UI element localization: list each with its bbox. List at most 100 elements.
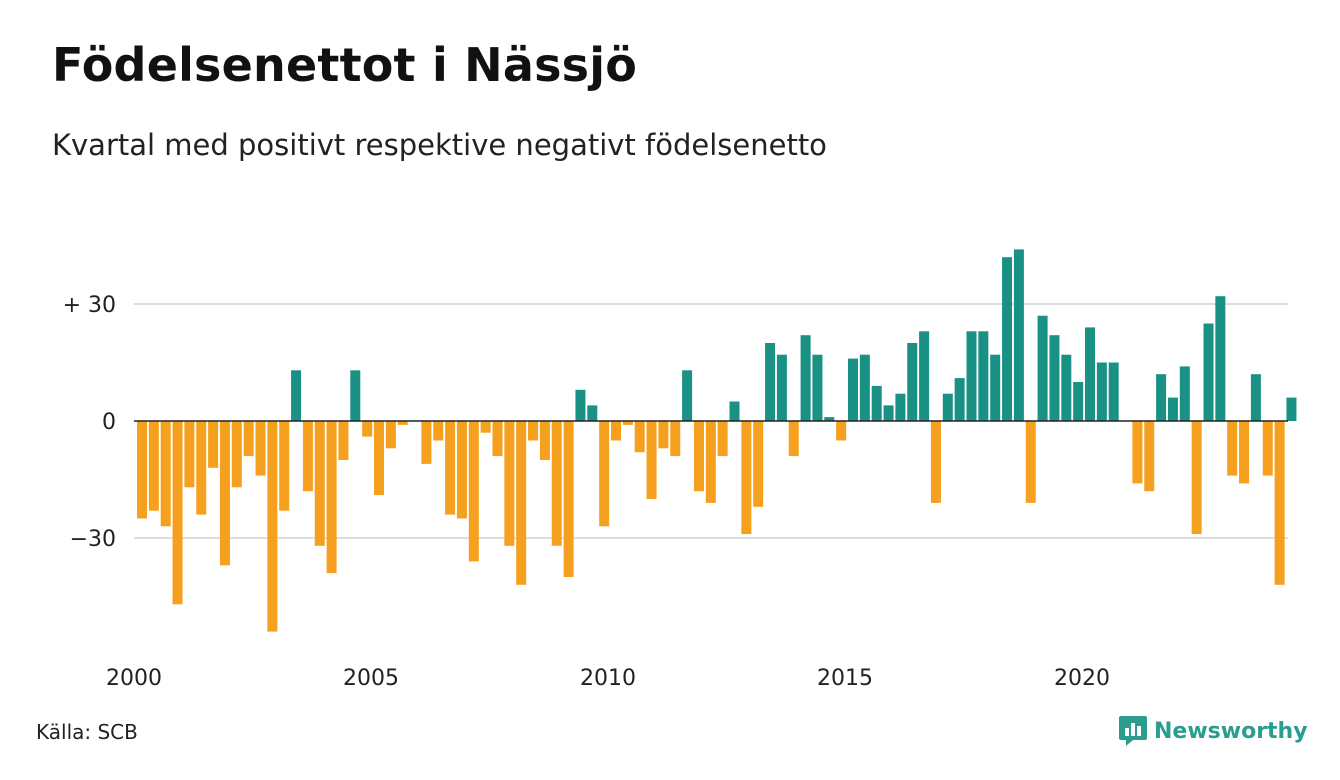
bar-negative <box>208 421 219 468</box>
bar-positive <box>1013 249 1024 421</box>
bar-positive <box>942 393 953 421</box>
newsworthy-logo-icon <box>1119 716 1147 746</box>
bar-negative <box>148 421 159 511</box>
bar-positive <box>1215 296 1226 421</box>
axes: + 30 0 −30 2000 2005 2010 2015 2020 <box>63 293 1288 691</box>
bar-positive <box>966 331 977 421</box>
bar-negative <box>243 421 254 457</box>
bar-negative <box>468 421 479 562</box>
bar-positive <box>776 354 787 421</box>
bar-positive <box>1085 327 1095 421</box>
bar-positive <box>765 343 776 421</box>
bar-negative <box>160 421 171 527</box>
bar-negative <box>421 421 432 464</box>
bar-positive <box>1286 397 1297 421</box>
bar-negative <box>1274 421 1285 585</box>
bar-negative <box>599 421 610 527</box>
bar-positive <box>919 331 930 421</box>
bar-negative <box>302 421 313 492</box>
bar-negative <box>1132 421 1143 484</box>
newsworthy-logo: Newsworthy <box>1118 714 1308 748</box>
bar-positive <box>859 354 870 421</box>
bar-negative <box>693 421 704 492</box>
bar-positive <box>883 405 894 421</box>
bar-negative <box>1262 421 1273 476</box>
x-tick-label: 2015 <box>817 666 873 691</box>
bar-positive <box>895 393 906 421</box>
bar-positive <box>954 378 965 421</box>
bar-positive <box>1049 335 1060 421</box>
bar-positive <box>907 343 918 421</box>
bar-negative <box>445 421 456 515</box>
bar-negative <box>563 421 574 577</box>
bar-negative <box>1144 421 1155 492</box>
bar-positive <box>1108 362 1119 421</box>
bar-positive <box>1002 257 1013 421</box>
x-tick-label: 2010 <box>580 666 636 691</box>
bar-positive <box>848 358 858 421</box>
bar-negative <box>539 421 550 460</box>
bar-negative <box>279 421 290 511</box>
bar-positive <box>1250 374 1261 421</box>
bar-negative <box>267 421 278 632</box>
bar-negative <box>314 421 325 546</box>
bars <box>137 249 1297 632</box>
bar-positive <box>682 370 693 421</box>
bar-positive <box>824 417 835 421</box>
bar-negative <box>634 421 645 453</box>
bar-positive <box>812 354 823 421</box>
y-tick-label: + 30 <box>63 293 116 318</box>
bar-negative <box>658 421 669 449</box>
gridlines <box>134 303 1288 539</box>
bar-negative <box>504 421 515 546</box>
y-tick-label: 0 <box>102 410 116 435</box>
bar-positive <box>729 401 740 421</box>
bar-positive <box>587 405 598 421</box>
bar-negative <box>611 421 621 441</box>
bar-negative <box>622 421 633 425</box>
bar-negative <box>385 421 396 449</box>
bar-negative <box>184 421 195 488</box>
bar-negative <box>196 421 207 515</box>
bar-negative <box>930 421 941 503</box>
bar-positive <box>1156 374 1167 421</box>
chart-subtitle: Kvartal med positivt respektive negativt… <box>52 128 827 162</box>
y-tick-label: −30 <box>70 527 116 552</box>
bar-positive <box>1096 362 1107 421</box>
bar-negative <box>362 421 373 437</box>
bar-negative <box>528 421 539 441</box>
bar-negative <box>1191 421 1202 535</box>
newsworthy-logo-text: Newsworthy <box>1154 718 1308 744</box>
bar-negative <box>433 421 444 441</box>
bar-positive <box>350 370 361 421</box>
bar-negative <box>374 421 384 496</box>
bar-negative <box>788 421 799 457</box>
bar-negative <box>551 421 562 546</box>
bar-positive <box>1167 397 1178 421</box>
bar-negative <box>480 421 491 433</box>
bar-positive <box>1061 354 1072 421</box>
bar-negative <box>338 421 349 460</box>
bar-negative <box>219 421 230 566</box>
bar-negative <box>705 421 716 503</box>
x-tick-label: 2020 <box>1054 666 1110 691</box>
bar-negative <box>255 421 266 476</box>
bar-positive <box>800 335 811 421</box>
bar-negative <box>1239 421 1250 484</box>
bar-negative <box>741 421 752 535</box>
bar-negative <box>326 421 337 574</box>
bar-positive <box>1037 315 1048 421</box>
bar-negative <box>646 421 657 499</box>
bar-positive <box>1203 323 1214 421</box>
bar-negative <box>717 421 728 457</box>
bar-positive <box>291 370 302 421</box>
bar-positive <box>990 354 1001 421</box>
bar-positive <box>1179 366 1190 421</box>
chart-title: Födelsenettot i Nässjö <box>52 38 638 92</box>
bar-negative <box>231 421 242 488</box>
bar-positive <box>978 331 989 421</box>
bar-negative <box>516 421 527 585</box>
bar-negative <box>753 421 764 507</box>
bar-negative <box>1025 421 1036 503</box>
bar-negative <box>670 421 681 457</box>
